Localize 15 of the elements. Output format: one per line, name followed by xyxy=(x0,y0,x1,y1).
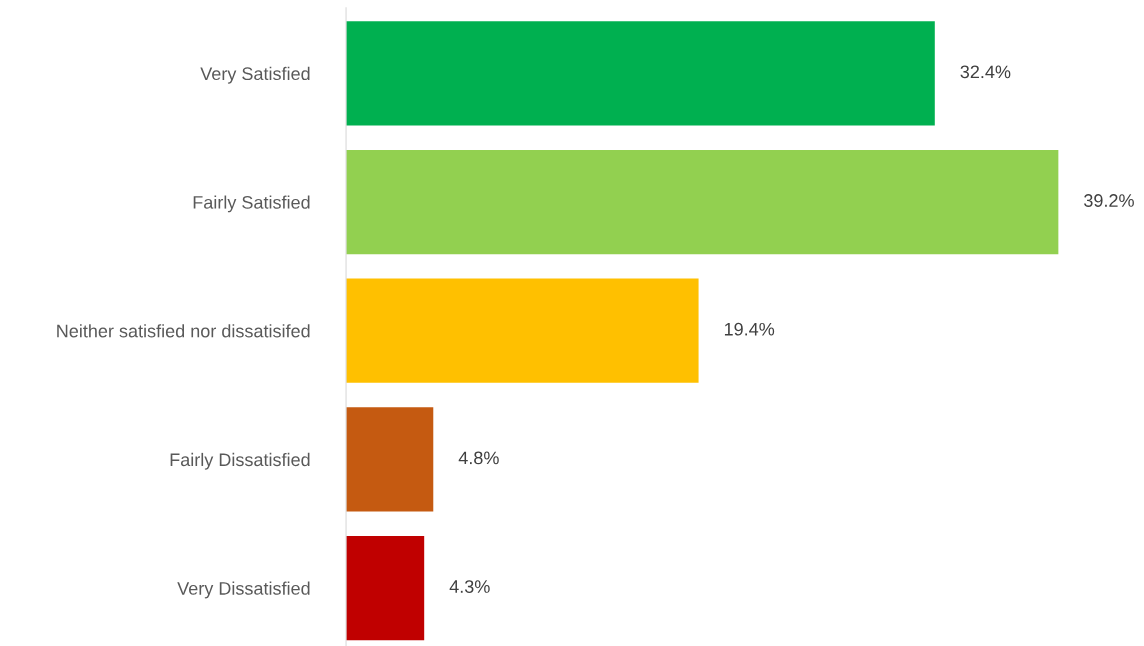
y-tick-label: Very Dissatisfied xyxy=(177,581,310,599)
data-label: 19.4% xyxy=(724,322,775,336)
data-label: 4.8% xyxy=(458,451,499,465)
bar xyxy=(346,149,1059,255)
bar xyxy=(346,535,425,641)
bar xyxy=(346,278,699,383)
y-tick-label: Neither satisfied nor dissatisifed xyxy=(57,324,310,338)
y-tick-label: Fairly Dissatisfied xyxy=(170,452,310,470)
data-label: 32.4% xyxy=(960,65,1011,79)
data-label: 4.3% xyxy=(449,580,490,593)
y-tick-label: Fairly Satisfied xyxy=(193,195,310,213)
y-tick-label: Very Satisfied xyxy=(200,66,310,84)
bar xyxy=(346,21,935,126)
data-label: 39.2% xyxy=(1084,194,1134,207)
bar xyxy=(346,407,434,512)
